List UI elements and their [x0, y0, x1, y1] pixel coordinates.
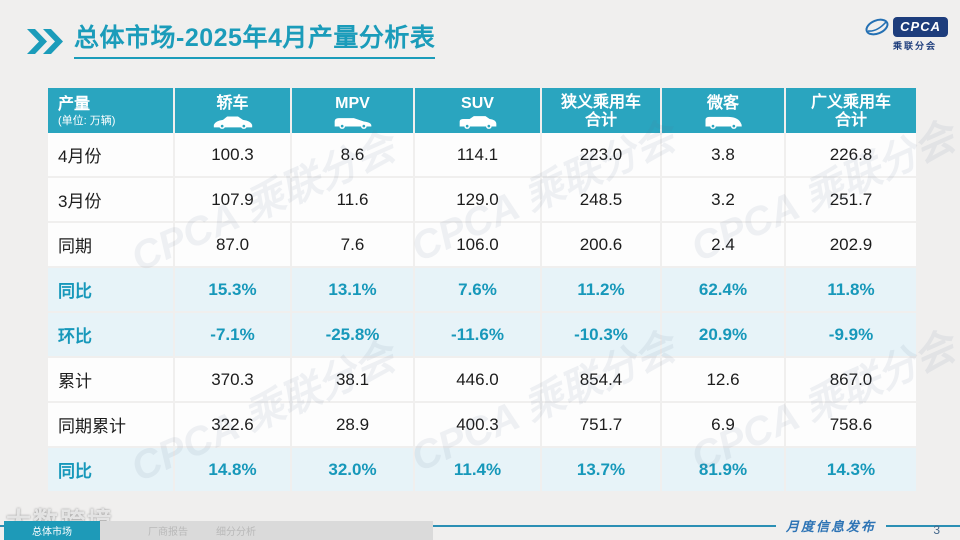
- header-cell-narrow-pv-total: 狭义乘用车 合计: [542, 88, 660, 136]
- row-label: 累计: [48, 358, 173, 401]
- tab-manufacturer-report[interactable]: 厂商报告: [148, 527, 188, 538]
- cell: 15.3%: [175, 268, 290, 311]
- cpca-logo: CPCA 乘联分会: [856, 16, 948, 52]
- cell: -11.6%: [415, 313, 540, 356]
- cell: -10.3%: [542, 313, 660, 356]
- cell: 370.3: [175, 358, 290, 401]
- row-label: 同比: [48, 268, 173, 311]
- suv-icon: [459, 116, 496, 130]
- title-row: 总体市场-2025年4月产量分析表: [26, 24, 436, 59]
- tab-bar: 厂商报告 细分分析: [100, 521, 433, 540]
- cell: 3.2: [662, 178, 784, 221]
- cell: 114.1: [415, 133, 540, 176]
- header-cell-production: 产量 (单位: 万辆): [48, 88, 173, 136]
- header-cell-broad-pv-total: 广义乘用车 合计: [786, 88, 916, 136]
- row-label: 同期累计: [48, 403, 173, 446]
- cell: 223.0: [542, 133, 660, 176]
- header-cell-mpv: MPV: [292, 88, 413, 136]
- cell: 106.0: [415, 223, 540, 266]
- cell: 854.4: [542, 358, 660, 401]
- cell: 867.0: [786, 358, 916, 401]
- cell: 11.2%: [542, 268, 660, 311]
- cell: 2.4: [662, 223, 784, 266]
- cell: 200.6: [542, 223, 660, 266]
- cell: 11.6: [292, 178, 413, 221]
- cell: -7.1%: [175, 313, 290, 356]
- cell: 751.7: [542, 403, 660, 446]
- cell: 6.9: [662, 403, 784, 446]
- cell: 87.0: [175, 223, 290, 266]
- page-title: 总体市场-2025年4月产量分析表: [74, 24, 436, 59]
- cell: 400.3: [415, 403, 540, 446]
- tab-overall-market[interactable]: 总体市场: [4, 521, 100, 540]
- cell: 81.9%: [662, 448, 784, 491]
- header-unit: (单位: 万辆): [58, 115, 116, 128]
- cell: 251.7: [786, 178, 916, 221]
- row-label: 3月份: [48, 178, 173, 221]
- cell: 100.3: [175, 133, 290, 176]
- cell: 28.9: [292, 403, 413, 446]
- cell: 11.8%: [786, 268, 916, 311]
- cell: 8.6: [292, 133, 413, 176]
- cell: 20.9%: [662, 313, 784, 356]
- logo-subtitle: 乘联分会: [892, 41, 937, 51]
- cell: 38.1: [292, 358, 413, 401]
- double-chevron-icon: [27, 28, 63, 54]
- tab-segment-analysis[interactable]: 细分分析: [216, 527, 256, 538]
- logo-wordmark: CPCA: [893, 17, 948, 37]
- row-label: 4月份: [48, 133, 173, 176]
- header-title: 产量: [58, 95, 91, 113]
- mpv-icon: [334, 118, 371, 130]
- cell: -9.9%: [786, 313, 916, 356]
- cell: 446.0: [415, 358, 540, 401]
- cell: 758.6: [786, 403, 916, 446]
- header-cell-microvan: 微客: [662, 88, 784, 136]
- publication-label: 月度信息发布: [785, 519, 876, 534]
- bottom-tabs: 总体市场 厂商报告 细分分析: [4, 521, 433, 540]
- cell: 13.7%: [542, 448, 660, 491]
- microvan-icon: [705, 117, 742, 130]
- logo-swoosh-icon: [865, 18, 889, 36]
- cell: 11.4%: [415, 448, 540, 491]
- header-cell-sedan: 轿车: [175, 88, 290, 136]
- row-label: 环比: [48, 313, 173, 356]
- cell: 62.4%: [662, 268, 784, 311]
- header-cell-suv: SUV: [415, 88, 540, 136]
- cell: 14.8%: [175, 448, 290, 491]
- cell: 107.9: [175, 178, 290, 221]
- cell: 14.3%: [786, 448, 916, 491]
- row-label: 同比: [48, 448, 173, 491]
- cell: 202.9: [786, 223, 916, 266]
- cell: 32.0%: [292, 448, 413, 491]
- cell: 13.1%: [292, 268, 413, 311]
- cell: 322.6: [175, 403, 290, 446]
- cell: -25.8%: [292, 313, 413, 356]
- cell: 226.8: [786, 133, 916, 176]
- divider-line: [886, 524, 960, 527]
- cell: 3.8: [662, 133, 784, 176]
- cell: 248.5: [542, 178, 660, 221]
- page-number: 3: [933, 523, 940, 537]
- cell: 129.0: [415, 178, 540, 221]
- row-label: 同期: [48, 223, 173, 266]
- cell: 7.6%: [415, 268, 540, 311]
- sedan-icon: [213, 116, 252, 130]
- cell: 12.6: [662, 358, 784, 401]
- production-table: 产量 (单位: 万辆) 轿车 MPV SUV: [48, 88, 916, 491]
- cell: 7.6: [292, 223, 413, 266]
